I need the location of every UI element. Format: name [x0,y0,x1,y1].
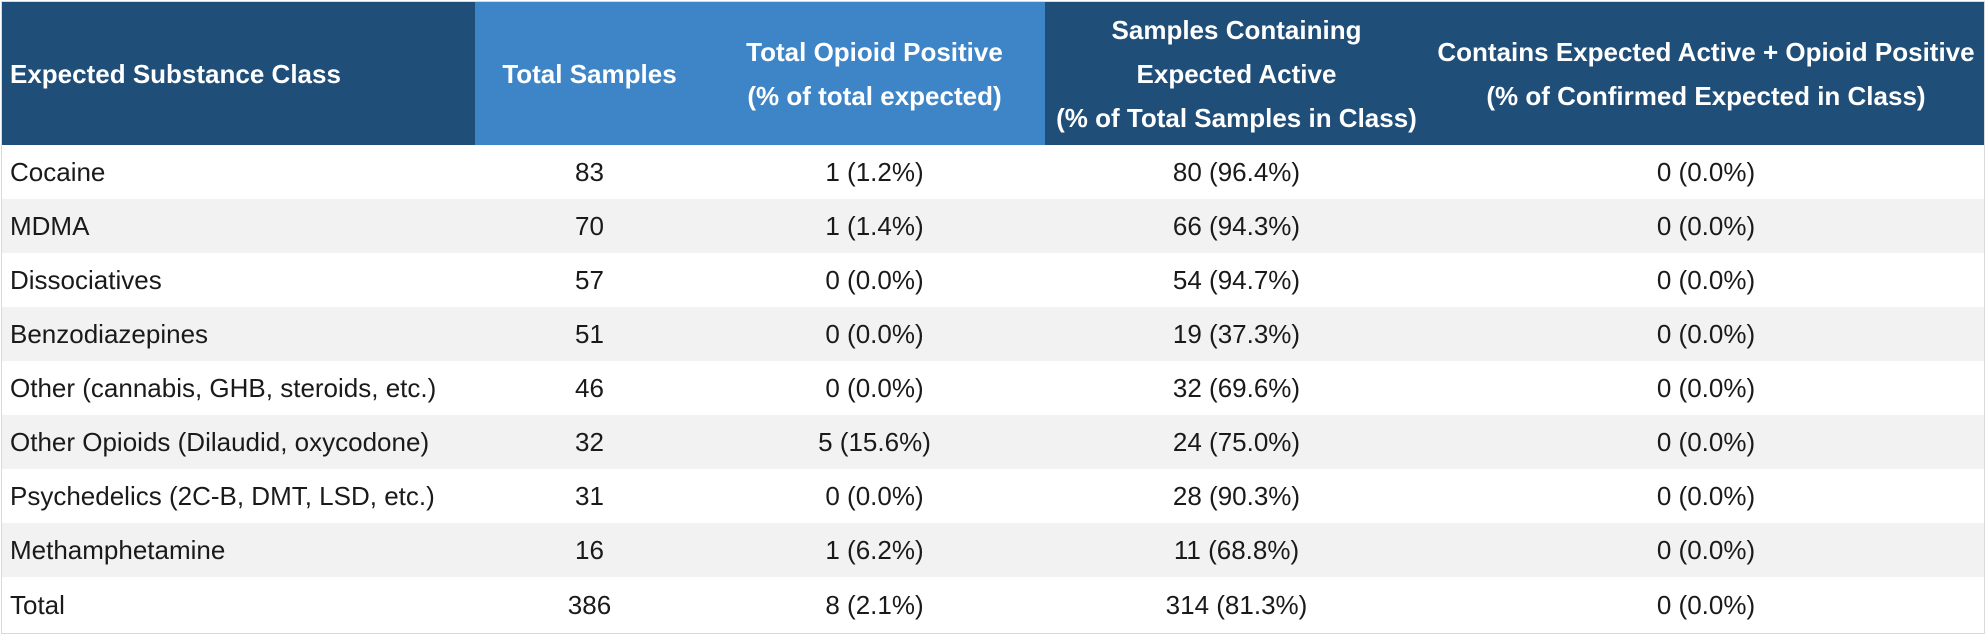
cell-total-samples: 83 [575,156,604,187]
table-row: Other Opioids (Dilaudid, oxycodone) 32 5… [2,415,1984,469]
cell-class: Benzodiazepines [10,318,209,349]
cell-class: MDMA [10,210,90,241]
header-expected-active-opioid-positive: Contains Expected Active + Opioid Positi… [1428,2,1984,145]
header-total-opioid-positive: Total Opioid Positive (% of total expect… [704,2,1045,145]
header-expected-substance-class: Expected Substance Class [2,2,475,145]
cell-expected-active: 11 (68.8%) [1173,534,1300,565]
total-row: Total 386 8 (2.1%) 314 (81.3%) 0 (0.0%) [2,577,1984,633]
table-row: Dissociatives 57 0 (0.0%) 54 (94.7%) 0 (… [2,253,1984,307]
cell-expected-active: 32 (69.6%) [1172,372,1301,403]
cell-total-samples: 70 [575,210,604,241]
cell-opioid-positive: 1 (1.2%) [825,156,924,187]
cell-class: Other Opioids (Dilaudid, oxycodone) [10,426,430,457]
cell-class: Cocaine [10,156,106,187]
cell-expected-active-opioid: 0 (0.0%) [1656,480,1756,511]
cell-expected-active: 54 (94.7%) [1172,264,1301,295]
cell-total-samples: 16 [575,534,604,565]
cell-expected-active-opioid: 0 (0.0%) [1656,589,1756,620]
table-row: Other (cannabis, GHB, steroids, etc.) 46… [2,361,1984,415]
cell-opioid-positive: 1 (6.2%) [825,534,924,565]
cell-total-samples: 57 [575,264,604,295]
cell-total-samples: 46 [575,372,604,403]
cell-class: Dissociatives [10,264,162,295]
cell-expected-active: 19 (37.3%) [1172,318,1301,349]
cell-total-label: Total [10,589,65,620]
table-row: Methamphetamine 16 1 (6.2%) 11 (68.8%) 0… [2,523,1984,577]
table-row: Benzodiazepines 51 0 (0.0%) 19 (37.3%) 0… [2,307,1984,361]
cell-expected-active-opioid: 0 (0.0%) [1656,264,1756,295]
cell-expected-active: 28 (90.3%) [1172,480,1301,511]
cell-opioid-positive: 0 (0.0%) [825,318,924,349]
cell-expected-active-opioid: 0 (0.0%) [1656,318,1756,349]
cell-expected-active: 24 (75.0%) [1172,426,1301,457]
header-total-samples: Total Samples [475,2,704,145]
cell-expected-active-opioid: 0 (0.0%) [1656,210,1756,241]
cell-total-samples: 386 [567,589,612,620]
cell-opioid-positive: 0 (0.0%) [825,372,924,403]
cell-expected-active-opioid: 0 (0.0%) [1656,156,1756,187]
cell-opioid-positive: 5 (15.6%) [818,426,931,457]
cell-total-samples: 51 [575,318,604,349]
cell-expected-active: 66 (94.3%) [1172,210,1301,241]
table-header-row: Expected Substance Class Total Samples T… [2,2,1984,145]
cell-total-samples: 32 [575,426,604,457]
cell-expected-active-opioid: 0 (0.0%) [1656,372,1756,403]
table-row: MDMA 70 1 (1.4%) 66 (94.3%) 0 (0.0%) [2,199,1984,253]
cell-opioid-positive: 8 (2.1%) [825,589,924,620]
cell-opioid-positive: 0 (0.0%) [825,480,924,511]
table-row: Cocaine 83 1 (1.2%) 80 (96.4%) 0 (0.0%) [2,145,1984,199]
cell-opioid-positive: 0 (0.0%) [825,264,924,295]
header-samples-containing-expected-active: Samples Containing Expected Active (% of… [1045,2,1428,145]
cell-expected-active-opioid: 0 (0.0%) [1656,534,1756,565]
cell-expected-active: 80 (96.4%) [1172,156,1301,187]
cell-opioid-positive: 1 (1.4%) [825,210,924,241]
cell-class: Psychedelics (2C-B, DMT, LSD, etc.) [10,480,435,511]
cell-expected-active: 314 (81.3%) [1165,589,1308,620]
table-row: Psychedelics (2C-B, DMT, LSD, etc.) 31 0… [2,469,1984,523]
cell-expected-active-opioid: 0 (0.0%) [1656,426,1756,457]
cell-total-samples: 31 [575,480,604,511]
cell-class: Other (cannabis, GHB, steroids, etc.) [10,372,437,403]
cell-class: Methamphetamine [10,534,226,565]
